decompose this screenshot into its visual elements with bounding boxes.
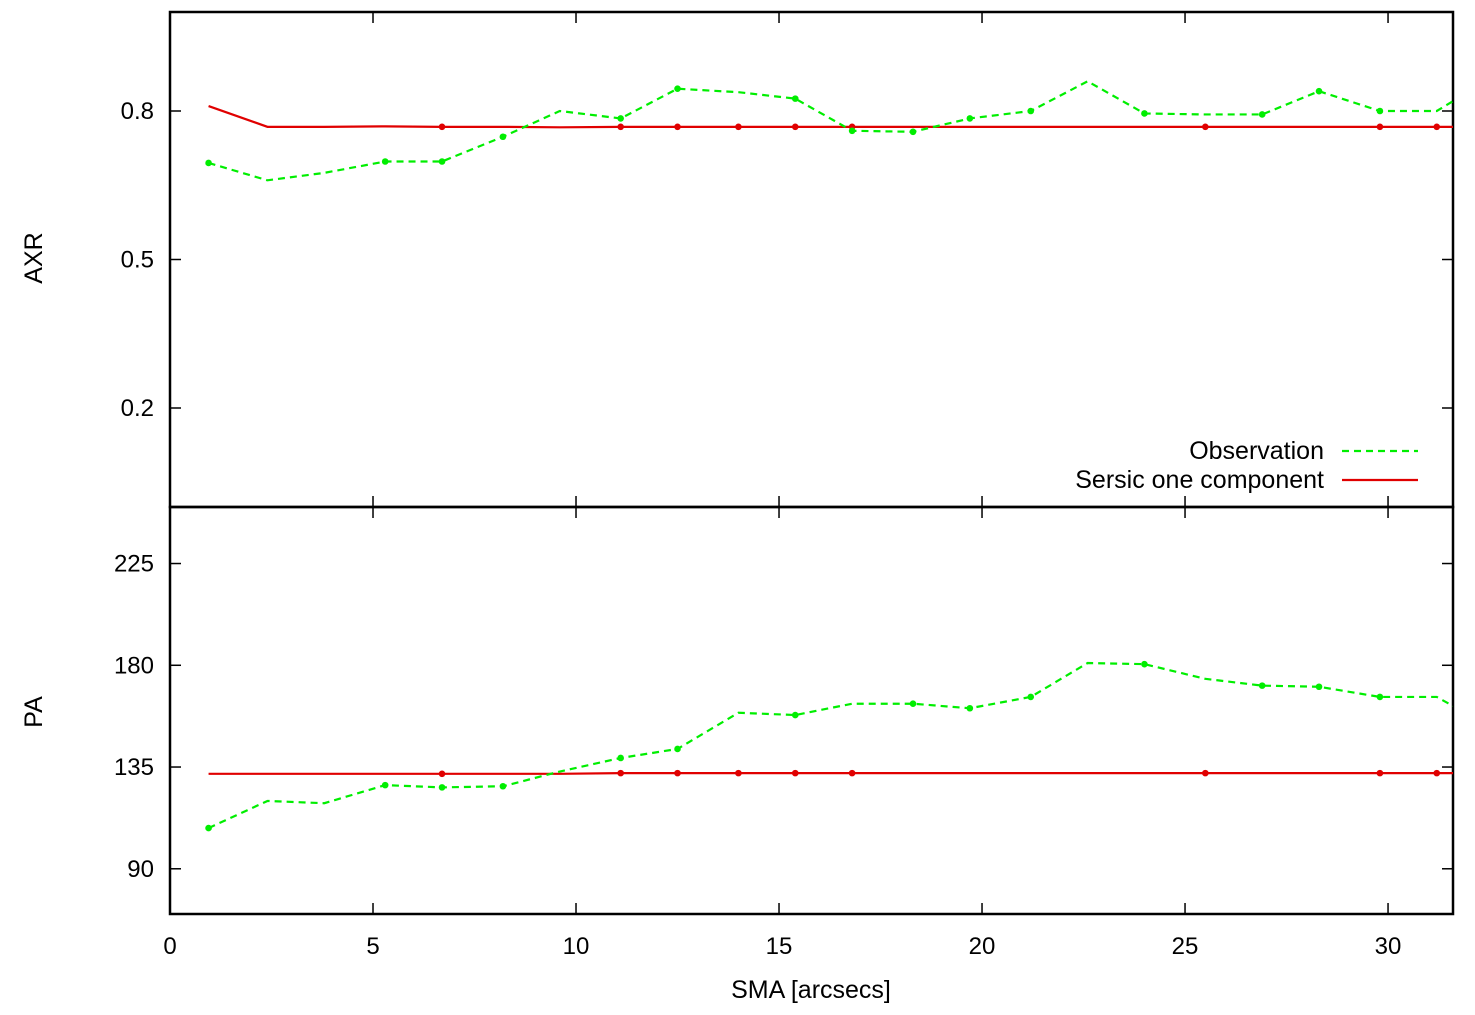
data-point-observation-axr (791, 95, 799, 102)
data-point-observation-axr (1027, 107, 1035, 115)
tick-marks: 0.2 0.5 0.8 90 135 180 225 0 5 10 15 20 25 30 (114, 12, 1453, 960)
y-tick-label-pa: 90 (127, 856, 154, 883)
x-tick-label: 10 (563, 933, 590, 960)
data-point-model-pa (617, 769, 624, 777)
data-point-model-axr (438, 123, 446, 131)
data-point-model-axr (617, 123, 624, 131)
data-point-observation-pa (674, 745, 681, 753)
y-tick-label-axr: 0.2 (121, 395, 154, 422)
data-point-model-pa (674, 769, 681, 777)
series-group-pa (205, 660, 1453, 832)
panel-frame-pa (168, 505, 1455, 916)
data-point-model-pa (848, 769, 856, 777)
data-point-observation-pa (438, 784, 446, 791)
data-point-observation-axr (1141, 110, 1148, 117)
data-point-observation-pa (1141, 660, 1148, 668)
data-point-observation-axr (1315, 87, 1323, 95)
data-point-model-pa (735, 769, 742, 777)
legend-label-observation: Observation (1189, 437, 1324, 465)
data-point-observation-pa (1315, 683, 1323, 691)
series-line-model-pa (208, 772, 1453, 775)
data-point-model-axr (791, 123, 799, 131)
data-point-model-axr (1202, 123, 1209, 131)
data-point-observation-axr (617, 115, 624, 122)
y-axis-label-pa: PA (20, 696, 48, 728)
data-point-model-pa (1433, 769, 1441, 777)
data-point-observation-axr (1376, 107, 1384, 115)
data-point-observation-axr (674, 85, 681, 93)
data-point-observation-pa (499, 782, 507, 790)
series-line-observation-pa (208, 661, 1453, 830)
data-point-observation-pa (1258, 682, 1266, 689)
panel-frame-axr (168, 10, 1455, 509)
data-point-observation-axr (848, 127, 856, 135)
x-tick-label: 0 (163, 933, 176, 960)
data-point-observation-pa (966, 704, 974, 712)
data-point-observation-axr (381, 158, 389, 165)
data-point-observation-pa (617, 754, 624, 762)
legend: Observation Sersic one component (1075, 437, 1418, 494)
y-tick-label-axr: 0.5 (121, 247, 154, 274)
data-point-model-pa (438, 770, 446, 778)
data-point-observation-axr (438, 158, 446, 165)
data-point-model-axr (674, 123, 681, 131)
data-point-model-axr (735, 123, 742, 131)
axis-labels: SMA [arcsecs] AXR PA (20, 232, 891, 1004)
legend-label-sersic: Sersic one component (1075, 466, 1324, 494)
data-point-observation-axr (499, 133, 507, 141)
data-point-observation-pa (909, 700, 917, 708)
series-group-axr (205, 80, 1453, 182)
data-point-observation-axr (205, 159, 212, 167)
data-point-model-pa (791, 769, 799, 777)
data-point-observation-pa (205, 824, 212, 832)
data-point-observation-axr (1258, 111, 1266, 118)
data-point-observation-pa (1027, 693, 1035, 701)
x-tick-label: 15 (766, 933, 793, 960)
y-axis-label-axr: AXR (20, 232, 48, 283)
data-series (205, 80, 1453, 832)
y-tick-label-pa: 225 (114, 551, 154, 578)
y-tick-label-pa: 135 (114, 754, 154, 781)
x-axis-label: SMA [arcsecs] (731, 976, 891, 1004)
data-point-model-pa (1202, 769, 1209, 777)
data-point-observation-axr (909, 128, 917, 136)
series-line-model-axr (208, 105, 1453, 129)
x-tick-label: 5 (366, 933, 379, 960)
data-point-model-pa (1376, 769, 1384, 777)
series-line-observation-axr (208, 80, 1453, 182)
data-point-observation-pa (381, 781, 389, 789)
x-tick-label: 30 (1375, 933, 1402, 960)
data-point-observation-pa (1376, 693, 1384, 701)
data-point-observation-axr (966, 115, 974, 122)
y-tick-label-pa: 180 (114, 652, 154, 679)
x-tick-label: 25 (1172, 933, 1199, 960)
data-point-observation-pa (791, 711, 799, 719)
data-point-model-axr (1433, 123, 1441, 131)
x-tick-label: 20 (969, 933, 996, 960)
y-tick-label-axr: 0.8 (121, 98, 154, 125)
data-point-model-axr (1376, 123, 1384, 131)
